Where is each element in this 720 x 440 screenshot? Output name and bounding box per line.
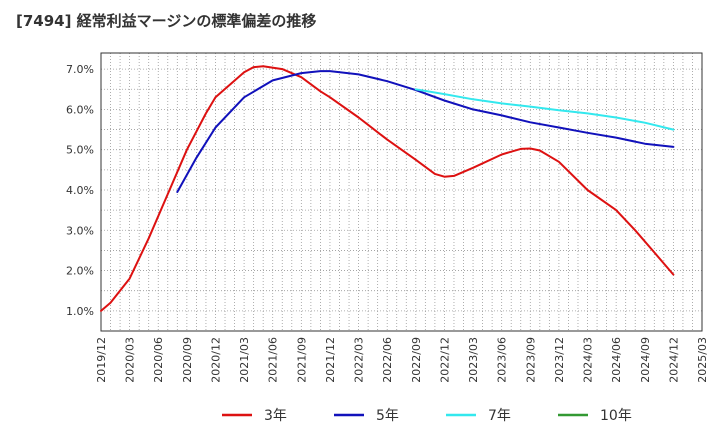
x-tick-label: 2023/12: [553, 337, 566, 383]
x-tick-label: 2021/12: [324, 337, 337, 383]
x-tick-label: 2020/06: [152, 337, 165, 383]
x-tick-label: 2024/12: [667, 337, 680, 383]
y-tick-label: 4.0%: [66, 184, 94, 197]
y-axis-ticks: 1.0% 2.0% 3.0% 4.0% 5.0% 6.0% 7.0%: [66, 63, 94, 318]
y-tick-label: 6.0%: [66, 103, 94, 116]
x-tick-label: 2021/06: [267, 337, 280, 383]
x-tick-label: 2020/03: [124, 337, 137, 383]
x-tick-label: 2021/09: [295, 337, 308, 383]
x-tick-label: 2019/12: [95, 337, 108, 383]
legend-label: 10年: [600, 408, 632, 424]
y-tick-label: 5.0%: [66, 144, 94, 157]
legend-label: 5年: [376, 408, 399, 424]
y-tick-label: 2.0%: [66, 265, 94, 278]
series-line-3: [414, 88, 675, 131]
x-axis-ticks: 2019/12 2020/03 2020/06 2020/09 2020/12 2021/…: [95, 337, 709, 383]
x-tick-label: 2020/12: [209, 337, 222, 383]
legend: 3年 5年 7年 10年: [222, 408, 632, 424]
x-tick-label: 2024/03: [582, 337, 595, 383]
series-lines: [100, 65, 675, 312]
y-tick-label: 7.0%: [66, 63, 94, 76]
x-tick-label: 2024/06: [610, 337, 623, 383]
plot-frame: [100, 52, 703, 332]
x-tick-label: 2025/03: [696, 337, 709, 383]
x-tick-label: 2022/03: [353, 337, 366, 383]
grid-lines: [100, 52, 703, 332]
y-tick-label: 1.0%: [66, 305, 94, 318]
x-tick-label: 2023/06: [496, 337, 509, 383]
chart-title: [7494] 経常利益マージンの標準偏差の推移: [16, 12, 317, 30]
legend-label: 3年: [264, 408, 287, 424]
x-tick-label: 2022/09: [410, 337, 423, 383]
y-tick-label: 3.0%: [66, 224, 94, 237]
legend-label: 7年: [488, 408, 511, 424]
x-tick-label: 2022/06: [381, 337, 394, 383]
series-line-2: [176, 70, 675, 193]
series-line-1: [100, 65, 675, 312]
x-tick-label: 2020/09: [181, 337, 194, 383]
x-tick-label: 2024/09: [639, 337, 652, 383]
x-tick-label: 2022/12: [438, 337, 451, 383]
x-tick-label: 2023/09: [524, 337, 537, 383]
x-tick-label: 2023/03: [467, 337, 480, 383]
x-tick-label: 2021/03: [238, 337, 251, 383]
